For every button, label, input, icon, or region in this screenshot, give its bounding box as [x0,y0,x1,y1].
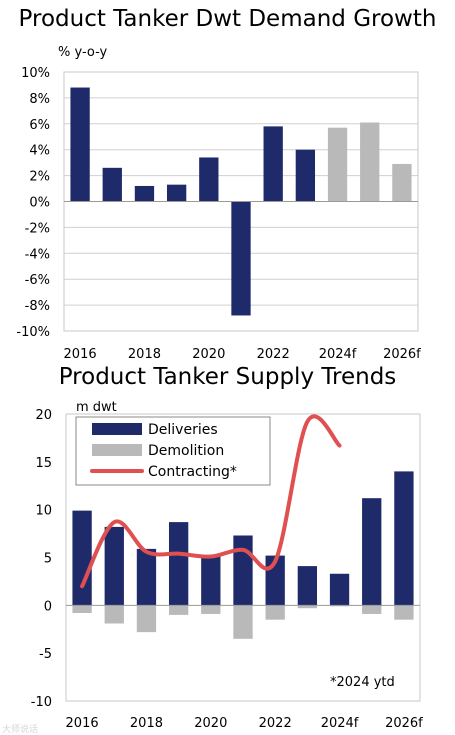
bar-2018 [134,185,155,202]
y-tick-label: -10 [31,695,52,710]
bar-2022 [263,126,283,202]
y-tick-label: 10 [35,504,52,519]
y-tick-label: -8% [25,299,50,314]
bar-2024f [327,127,348,202]
plot-border [65,413,421,702]
demolition-bar-2021 [233,605,253,639]
demolition-bar-2016 [72,605,92,613]
x-tick-label: 2024f [321,716,359,731]
annotation-note: *2024 ytd [330,675,395,690]
legend-label: Demolition [148,443,224,459]
bar-2025f [360,122,380,202]
y-tick-label: 10% [21,66,50,81]
x-tick-label: 2022 [257,347,290,362]
demolition-bar-2019 [168,605,189,615]
y-tick-label: 20 [35,408,52,423]
y-tick-label: 0% [29,196,50,211]
x-tick-label: 2016 [66,716,99,731]
demolition-bar-2023 [297,605,318,609]
y-tick-label: -10% [16,325,50,340]
bar-2019 [166,184,187,202]
y-tick-label: 5 [44,552,52,567]
y-tick-label: -5 [39,647,52,662]
deliveries-bar-2020 [201,555,221,606]
y-tick-label: 4% [29,144,50,159]
x-tick-label: 2022 [259,716,292,731]
x-tick-label: 2026f [383,347,421,362]
y-tick-label: 8% [29,92,50,107]
chart-title-demand: Product Tanker Dwt Demand Growth [18,6,437,32]
legend-label: Deliveries [148,422,218,438]
watermark: 大师说话 [2,723,38,735]
deliveries-bar-2017 [104,526,124,606]
x-tick-label: 2024f [319,347,357,362]
demolition-bar-2020 [201,605,221,614]
y-tick-label: 0 [44,599,52,614]
x-tick-label: 2016 [64,347,97,362]
demolition-bar-2017 [104,605,124,624]
demand-growth-chart: 10% 8% 6% 4% 2% 0% -2% -4% -6% -8% -10% % y-o-y 2016… [16,45,421,362]
deliveries-bar-2024f [329,573,350,606]
x-tick-label: 2020 [192,347,225,362]
x-tick-label: 2026f [385,716,423,731]
deliveries-bar-2025f [362,498,382,606]
deliveries-bar-2019 [168,522,189,606]
bar-2021 [231,201,251,316]
y-tick-label: -6% [25,273,50,288]
x-tick-label: 2018 [128,347,161,362]
y-tick-label: 6% [29,118,50,133]
deliveries-bar-2026f [394,471,414,606]
demolition-bar-2026f [394,605,414,620]
legend-label: Contracting* [148,464,237,480]
contracting-line [80,414,342,589]
legend-swatch-demolition [92,444,142,456]
deliveries-bar-2018 [136,548,157,606]
y-tick-label: -2% [25,221,50,236]
legend-swatch-deliveries [92,423,142,435]
deliveries-bar-2023 [297,566,318,606]
bar-2017 [102,167,122,202]
y-tick-label: -4% [25,247,50,262]
bar-2023 [295,149,316,202]
bar-2020 [199,157,219,202]
bar-2026f [392,163,412,202]
x-tick-label: 2020 [194,716,227,731]
deliveries-bar-2016 [72,510,92,606]
y-tick-label: 2% [29,170,50,185]
demolition-bar-2018 [136,605,157,633]
chart-title-supply: Product Tanker Supply Trends [58,364,397,390]
demolition-bar-2022 [265,605,285,620]
deliveries-bar-2021 [233,535,253,606]
y-axis-unit: m dwt [76,400,117,415]
x-tick-label: 2018 [130,716,163,731]
y-tick-label: 15 [35,456,52,471]
bar-2016 [70,87,90,202]
demolition-bar-2025f [362,605,382,614]
y-axis-unit: % y-o-y [58,45,108,60]
